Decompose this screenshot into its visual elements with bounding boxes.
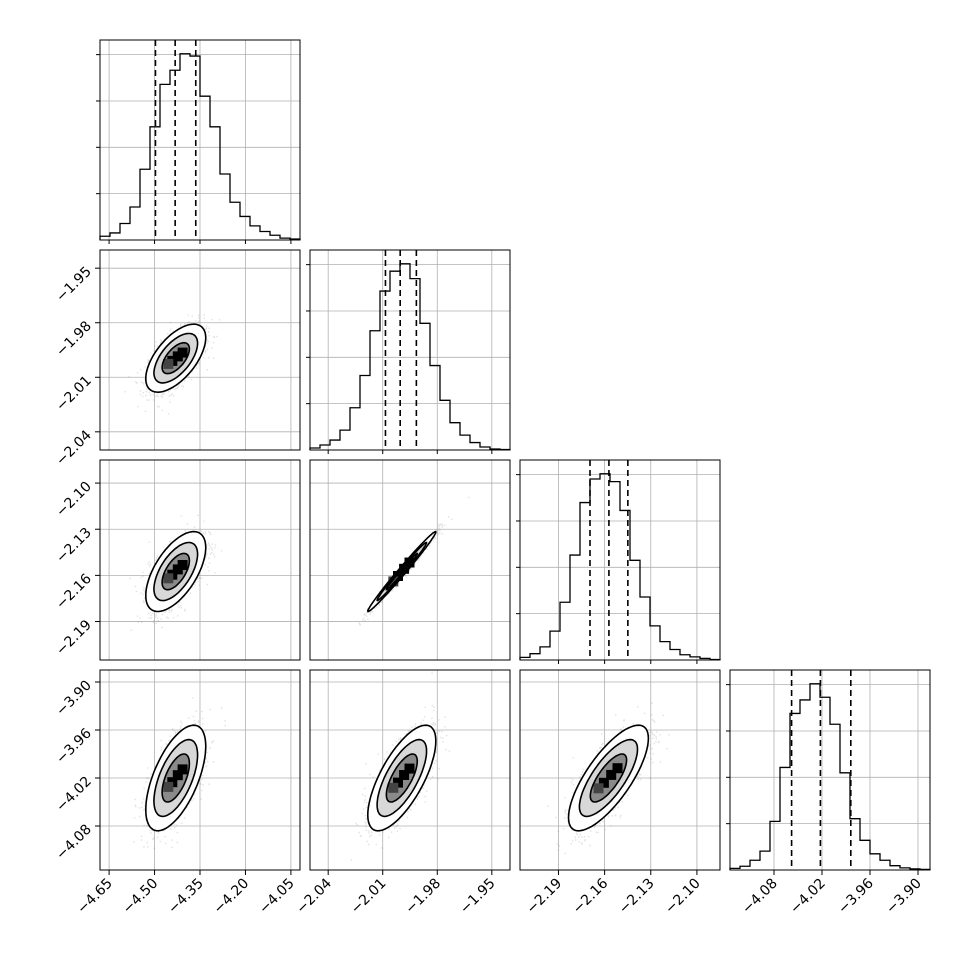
- panel-frame: [519, 459, 721, 661]
- contour-line: [161, 341, 191, 375]
- x-tick-label: −2.04: [293, 875, 335, 917]
- histogram-steps: [519, 473, 721, 661]
- density-peak: [598, 777, 609, 788]
- contour-line: [153, 738, 199, 818]
- x-tick-label: −4.35: [165, 876, 207, 918]
- density-peak: [172, 770, 183, 781]
- contour-line: [589, 753, 628, 803]
- contour-line: [366, 530, 437, 613]
- contour-line: [161, 552, 191, 591]
- contour-line: [144, 323, 207, 394]
- density-peak: [177, 764, 188, 775]
- contour-line: [161, 753, 191, 803]
- panel-content: [520, 670, 720, 870]
- panel-frame: [309, 249, 511, 451]
- density-peak: [404, 763, 415, 774]
- scatter-panel-2-0: −2.19−2.16−2.13−2.10: [53, 459, 301, 661]
- panel-content: [100, 460, 300, 660]
- x-tick-label: −2.10: [662, 876, 704, 918]
- contour-line: [578, 738, 639, 818]
- y-tick-label: −3.90: [53, 678, 95, 720]
- x-tick-label: −4.02: [787, 876, 829, 918]
- x-tick-label: −4.20: [211, 876, 253, 918]
- y-tick-label: −2.10: [53, 479, 95, 521]
- panel-content: [100, 250, 300, 450]
- contour-line: [376, 738, 428, 818]
- x-tick-label: −2.16: [570, 875, 612, 917]
- density-peak: [606, 769, 617, 780]
- histogram-panel-1: [306, 249, 511, 451]
- x-tick-label: −1.98: [402, 876, 444, 918]
- x-tick-label: −3.90: [883, 876, 925, 918]
- density-peak: [388, 782, 399, 793]
- y-tick-label: −2.04: [53, 427, 95, 469]
- scatter-panel-3-2: [519, 669, 721, 871]
- x-tick-label: −4.08: [739, 876, 781, 918]
- y-tick-label: −3.96: [53, 725, 95, 767]
- x-tick-label: −3.96: [835, 875, 877, 917]
- density-peak: [177, 560, 188, 570]
- density-peak: [163, 781, 174, 792]
- y-tick-label: −4.08: [53, 822, 95, 864]
- y-tick-label: −2.13: [53, 525, 95, 567]
- contour-line: [385, 552, 419, 591]
- contour-line: [153, 541, 199, 602]
- density-peak: [163, 573, 174, 584]
- density-peak: [393, 571, 403, 581]
- contour-line: [376, 541, 428, 602]
- y-tick-label: −2.19: [53, 617, 95, 659]
- y-tick-label: −1.98: [53, 318, 95, 360]
- contour-line: [385, 753, 419, 803]
- x-tick-label: −4.65: [74, 876, 116, 918]
- scatter-panel-2-1: [309, 459, 511, 661]
- y-tick-label: −2.16: [53, 571, 95, 613]
- histogram-steps: [309, 263, 511, 451]
- x-tick-label: −2.01: [348, 876, 390, 918]
- scatter-panel-3-1: [309, 669, 511, 871]
- histogram-panel-0: [96, 39, 301, 241]
- scatter-panel-3-0: −4.08 −4.02 −3.96 −3.90: [53, 669, 301, 871]
- panel-frame: [309, 459, 511, 661]
- x-tick-label: −2.13: [616, 876, 658, 918]
- histogram-steps: [729, 683, 931, 871]
- scatter-panel-1-0: −2.04 −2.01 −1.98 −1.95: [53, 249, 301, 469]
- panel-frame: [309, 669, 511, 871]
- density-peak: [404, 557, 415, 568]
- contour-line: [144, 724, 207, 832]
- panel-frame: [99, 459, 301, 661]
- panel-content: [100, 670, 300, 870]
- contour-line: [567, 724, 650, 832]
- density-peak: [163, 358, 174, 369]
- histogram-steps: [99, 53, 301, 240]
- contour-line: [366, 724, 437, 832]
- contour-line: [144, 530, 207, 613]
- panel-frame: [729, 669, 931, 871]
- panel-content: [310, 460, 510, 660]
- density-peak: [612, 763, 623, 774]
- density-peak: [177, 347, 188, 358]
- x-tick-label: −1.95: [457, 876, 499, 918]
- density-peak: [593, 783, 604, 794]
- density-peak: [388, 576, 399, 587]
- y-tick-label: −4.02: [53, 774, 95, 816]
- histogram-panel-2: [516, 459, 721, 661]
- density-peak: [399, 563, 410, 574]
- density-peak: [399, 770, 410, 780]
- y-tick-label: −2.01: [53, 373, 95, 415]
- x-tick-label: −2.19: [524, 876, 566, 918]
- x-tick-label: −4.05: [256, 876, 298, 918]
- histogram-panel-3: [726, 669, 931, 871]
- panel-frame: [99, 249, 301, 451]
- density-peak: [393, 777, 403, 788]
- contour-line: [153, 332, 199, 384]
- panel-content: [310, 670, 510, 870]
- x-tick-label: −4.50: [120, 876, 162, 918]
- y-tick-label: −1.95: [53, 264, 95, 306]
- panel-frame: [519, 669, 721, 871]
